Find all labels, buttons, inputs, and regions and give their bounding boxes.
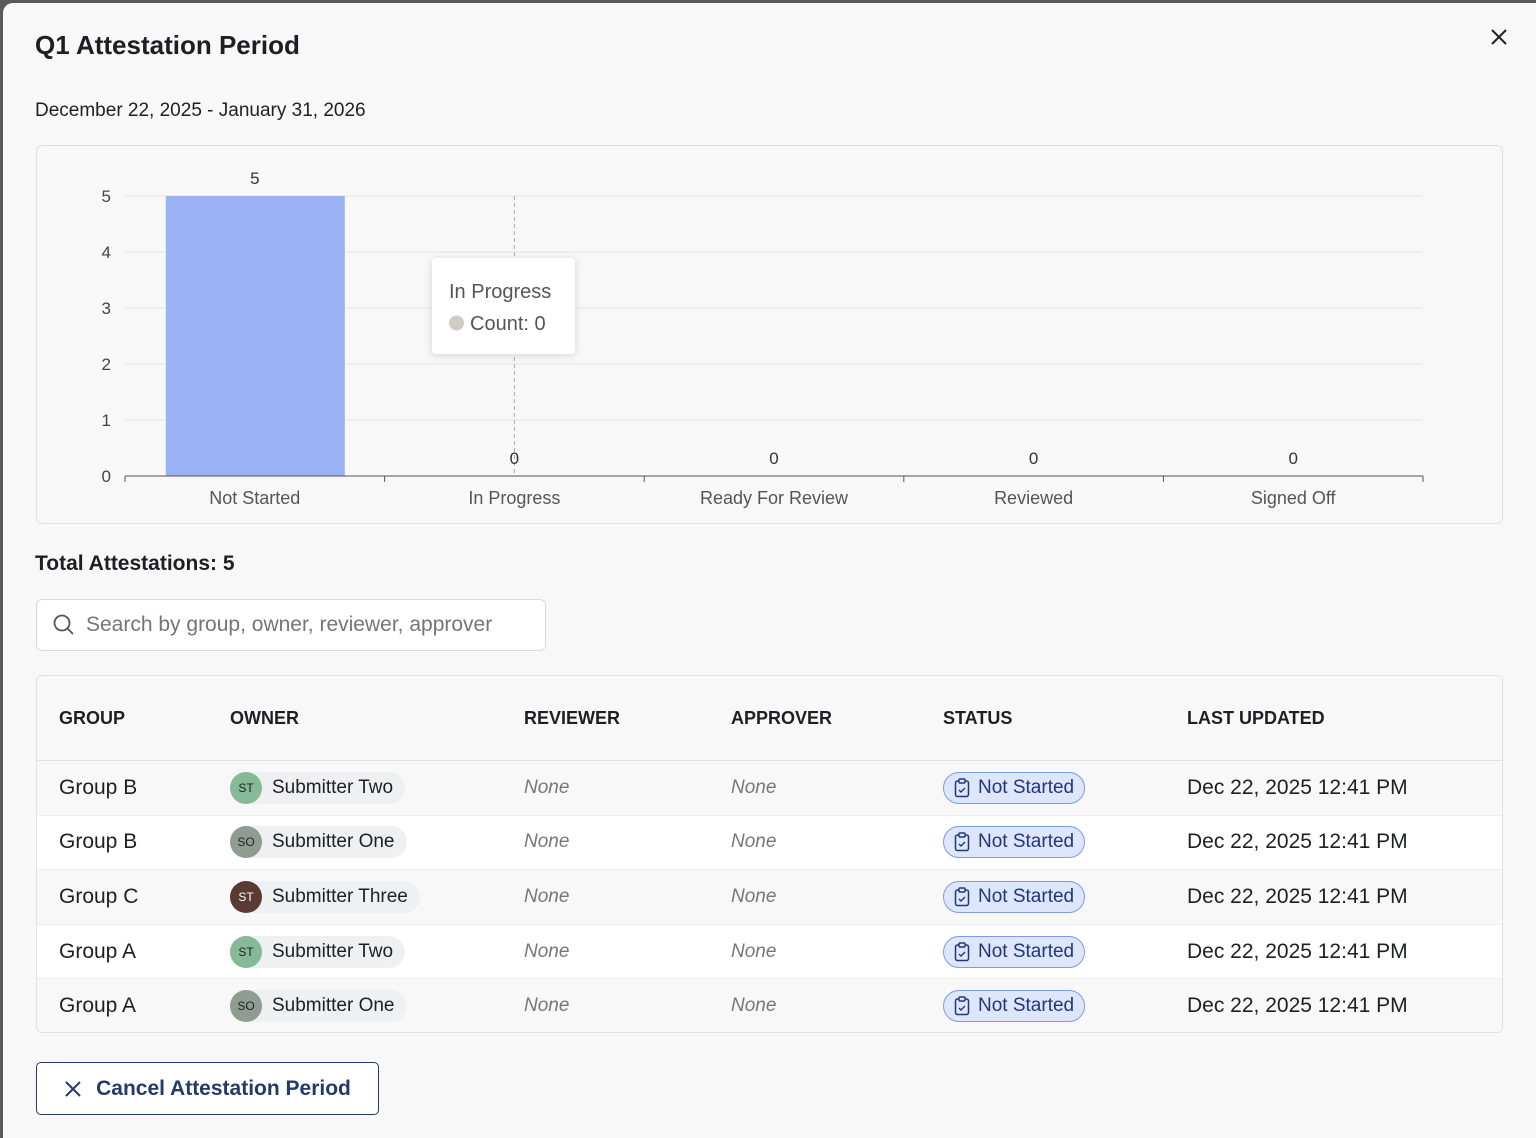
- x-tick-label: Signed Off: [1251, 488, 1337, 508]
- legend-dot-icon: [449, 315, 464, 331]
- header-status[interactable]: STATUS: [943, 707, 1013, 728]
- data-label: 5: [250, 169, 259, 188]
- approver-cell: None: [731, 885, 777, 907]
- reviewer-cell: None: [524, 995, 570, 1017]
- clipboard-icon: [954, 941, 970, 961]
- avatar: SO: [230, 826, 262, 859]
- search-icon: [53, 614, 74, 635]
- table-row[interactable]: Group C ST Submitter Three None None Not …: [37, 870, 1502, 925]
- table-row[interactable]: Group A ST Submitter Two None None Not St…: [37, 925, 1502, 980]
- last-updated-cell: Dec 22, 2025 12:41 PM: [1187, 994, 1408, 1018]
- last-updated-cell: Dec 22, 2025 12:41 PM: [1187, 939, 1408, 963]
- search-field[interactable]: [36, 599, 546, 651]
- group-cell: Group C: [59, 884, 139, 908]
- last-updated-cell: Dec 22, 2025 12:41 PM: [1187, 830, 1408, 854]
- y-tick-label: 4: [102, 243, 111, 262]
- status-label: Not Started: [978, 831, 1075, 853]
- status-badge: Not Started: [943, 880, 1086, 913]
- close-icon: [65, 1080, 81, 1097]
- x-tick-label: Ready For Review: [700, 488, 849, 508]
- close-icon[interactable]: [1487, 25, 1511, 49]
- data-label: 0: [510, 449, 519, 468]
- search-input[interactable]: [86, 613, 526, 637]
- owner-name: Submitter Two: [272, 776, 394, 798]
- total-attestations: Total Attestations: 5: [35, 552, 235, 575]
- owner-name: Submitter One: [272, 995, 395, 1017]
- approver-cell: None: [731, 831, 777, 853]
- x-tick-label: Not Started: [209, 488, 300, 508]
- reviewer-cell: None: [524, 885, 570, 907]
- status-label: Not Started: [978, 885, 1075, 907]
- data-label: 0: [769, 449, 778, 468]
- approver-cell: None: [731, 995, 777, 1017]
- group-cell: Group A: [59, 939, 137, 963]
- owner-name: Submitter Three: [272, 885, 408, 907]
- owner-chip[interactable]: ST Submitter Two: [230, 771, 406, 804]
- status-badge: Not Started: [943, 990, 1086, 1023]
- status-label: Not Started: [978, 940, 1075, 962]
- status-label: Not Started: [978, 995, 1075, 1017]
- tooltip-title: In Progress: [449, 281, 551, 303]
- header-approver[interactable]: APPROVER: [731, 707, 833, 728]
- clipboard-icon: [954, 778, 970, 798]
- x-tick-label: Reviewed: [994, 488, 1073, 508]
- clipboard-icon: [954, 996, 970, 1016]
- y-tick-label: 2: [102, 355, 111, 374]
- owner-chip[interactable]: ST Submitter Three: [230, 880, 420, 913]
- header-last-updated[interactable]: LAST UPDATED: [1187, 707, 1325, 728]
- table-row[interactable]: Group B ST Submitter Two None None Not St…: [37, 761, 1502, 816]
- attestation-modal: Q1 Attestation Period December 22, 2025 …: [3, 3, 1536, 1138]
- group-cell: Group B: [59, 775, 138, 799]
- status-badge: Not Started: [943, 935, 1086, 968]
- group-cell: Group A: [59, 994, 137, 1018]
- owner-name: Submitter Two: [272, 940, 394, 962]
- cancel-attestation-period-button[interactable]: Cancel Attestation Period: [36, 1062, 379, 1115]
- y-tick-label: 5: [102, 187, 111, 206]
- x-tick-label: In Progress: [468, 488, 560, 508]
- reviewer-cell: None: [524, 831, 570, 853]
- approver-cell: None: [731, 940, 777, 962]
- clipboard-icon: [954, 887, 970, 907]
- owner-chip[interactable]: SO Submitter One: [230, 826, 407, 859]
- clipboard-icon: [954, 832, 970, 852]
- status-label: Not Started: [978, 776, 1075, 798]
- owner-chip[interactable]: SO Submitter One: [230, 990, 407, 1023]
- data-label: 0: [1029, 449, 1038, 468]
- table-row[interactable]: Group A SO Submitter One None None Not St…: [37, 979, 1502, 1032]
- tooltip-value: Count: 0: [470, 313, 546, 335]
- avatar: ST: [230, 935, 262, 968]
- avatar: ST: [230, 771, 262, 804]
- header-owner[interactable]: OWNER: [230, 707, 299, 728]
- reviewer-cell: None: [524, 776, 570, 798]
- avatar: SO: [230, 990, 262, 1023]
- table-header: GROUP OWNER REVIEWER APPROVER STATUS LAS…: [37, 676, 1502, 761]
- bar-chart: 0 1 2 3 4 5 5 Not Started 0 In Progress 0 Ready For…: [102, 169, 1424, 508]
- date-range: December 22, 2025 - January 31, 2026: [35, 100, 366, 121]
- last-updated-cell: Dec 22, 2025 12:41 PM: [1187, 775, 1408, 799]
- table-row[interactable]: Group B SO Submitter One None None Not St…: [37, 816, 1502, 871]
- status-chart: 0 1 2 3 4 5 5 Not Started 0 In Progress 0 Ready For…: [36, 145, 1503, 524]
- y-tick-label: 0: [102, 467, 111, 486]
- owner-chip[interactable]: ST Submitter Two: [230, 935, 406, 968]
- header-group[interactable]: GROUP: [59, 707, 126, 728]
- chart-tooltip: [432, 258, 575, 354]
- bar-not-started: [165, 196, 345, 476]
- modal-title: Q1 Attestation Period: [35, 30, 300, 60]
- avatar: ST: [230, 880, 262, 913]
- table-body: Group B ST Submitter Two None None Not St…: [37, 761, 1502, 1032]
- data-label: 0: [1288, 449, 1297, 468]
- attestations-table: GROUP OWNER REVIEWER APPROVER STATUS LAS…: [36, 675, 1503, 1033]
- reviewer-cell: None: [524, 940, 570, 962]
- status-badge: Not Started: [943, 771, 1086, 804]
- header-reviewer[interactable]: REVIEWER: [524, 707, 621, 728]
- y-tick-label: 3: [102, 299, 111, 318]
- group-cell: Group B: [59, 830, 138, 854]
- cancel-label: Cancel Attestation Period: [96, 1076, 351, 1100]
- y-tick-label: 1: [102, 411, 111, 430]
- last-updated-cell: Dec 22, 2025 12:41 PM: [1187, 884, 1408, 908]
- status-badge: Not Started: [943, 826, 1086, 859]
- approver-cell: None: [731, 776, 777, 798]
- owner-name: Submitter One: [272, 831, 395, 853]
